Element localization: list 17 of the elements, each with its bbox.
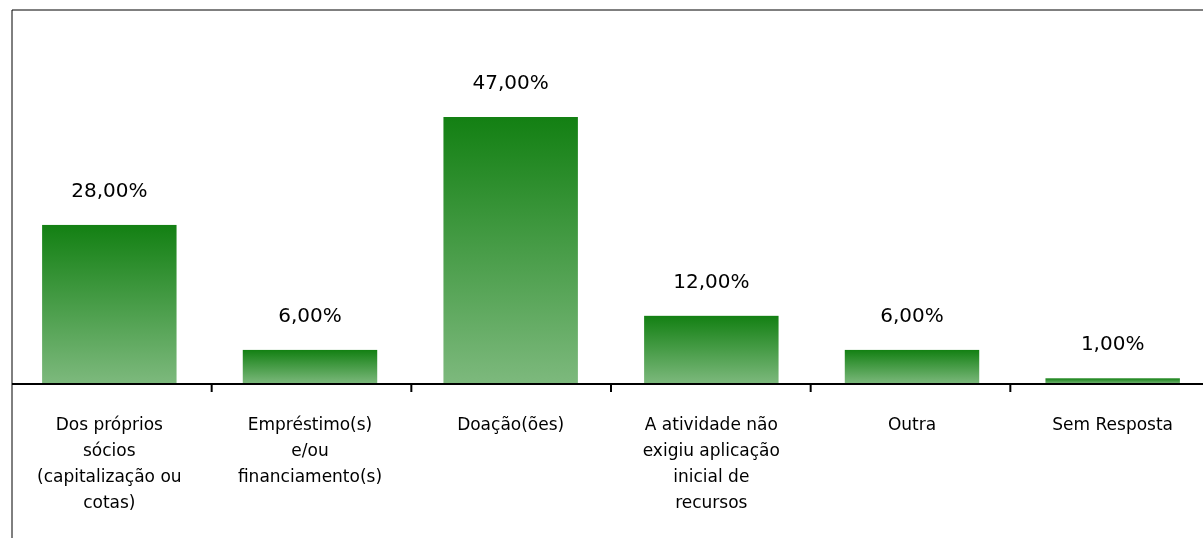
data-label: 28,00% [71,177,148,202]
bar [644,315,779,384]
x-tick-label: Empréstimo(s) e/ou financiamento(s) [237,414,383,486]
data-label: 6,00% [880,302,944,327]
data-label: 1,00% [1080,331,1145,356]
x-tick-label: Sem Resposta [1052,414,1174,434]
data-label: 12,00% [673,268,750,293]
bar [844,349,980,384]
x-tick-label: Outra [887,414,937,434]
data-label: 47,00% [472,70,549,94]
data-label: 6,00% [278,302,342,327]
x-tick-label: Doação(ões) [457,414,565,434]
bar [42,224,177,384]
x-tick-label: Dos próprios sócios (capitalização ou cotas) [37,414,182,512]
x-tick-label: A atividade não exigiu aplicação inicial de recursos [642,414,780,512]
bar [242,349,378,384]
bar [443,117,578,384]
